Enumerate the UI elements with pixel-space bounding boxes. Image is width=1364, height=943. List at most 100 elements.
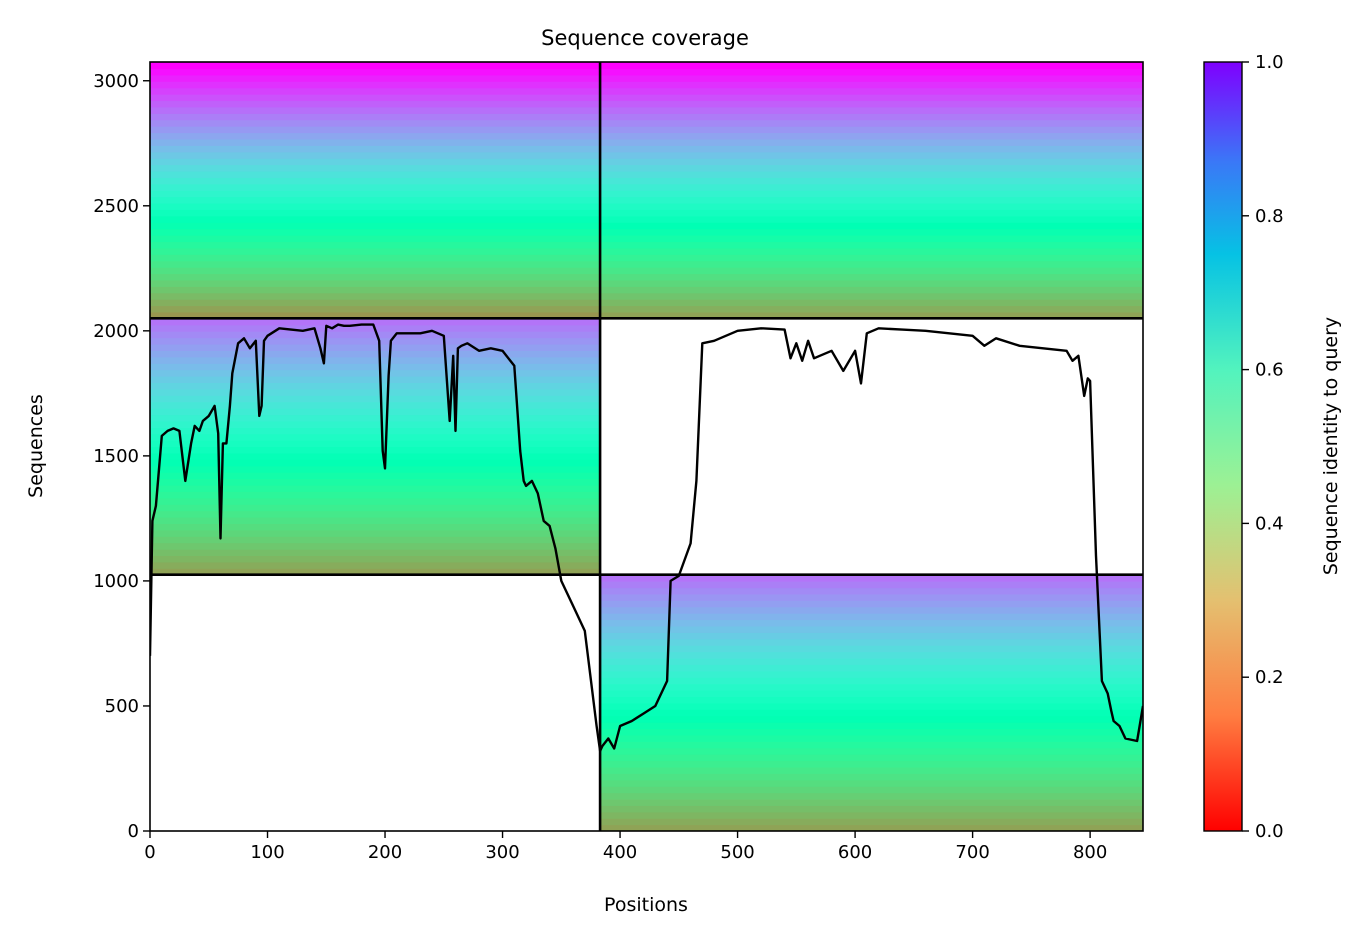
- coverage-band: [600, 81, 1143, 89]
- coverage-band: [150, 254, 601, 262]
- coverage-band: [150, 549, 601, 557]
- coverage-band: [600, 235, 1143, 243]
- y-tick-label: 2000: [93, 321, 139, 342]
- coverage-blocks: [150, 62, 1143, 831]
- colorbar-tick-label: 0.2: [1255, 667, 1284, 688]
- coverage-band: [600, 651, 1143, 659]
- plot-frame: [149, 61, 1144, 832]
- coverage-band: [150, 138, 601, 146]
- coverage-band: [600, 202, 1143, 210]
- coverage-band: [150, 497, 601, 505]
- x-tick-label: 500: [720, 842, 754, 863]
- coverage-band: [150, 465, 601, 473]
- x-axis-ticks: 0 100 200 300 400 500 600 700 800: [144, 831, 1107, 863]
- x-axis-label: Positions: [604, 894, 688, 916]
- coverage-band: [600, 818, 1143, 826]
- coverage-band: [600, 587, 1143, 595]
- coverage-band: [150, 279, 601, 287]
- block-boundaries: [150, 62, 1143, 831]
- coverage-band: [150, 350, 601, 358]
- coverage-band: [600, 151, 1143, 159]
- coverage-band: [150, 113, 601, 121]
- coverage-band: [150, 87, 601, 95]
- coverage-band: [600, 119, 1143, 127]
- coverage-band: [150, 292, 601, 300]
- colorbar-tick-label: 0.8: [1255, 206, 1284, 227]
- coverage-band: [150, 62, 601, 70]
- coverage-band: [600, 773, 1143, 781]
- coverage-band: [150, 343, 601, 351]
- coverage-band: [150, 209, 601, 217]
- coverage-band: [150, 510, 601, 518]
- coverage-band: [600, 311, 1143, 319]
- coverage-band: [600, 106, 1143, 114]
- coverage-band: [600, 267, 1143, 275]
- coverage-band: [150, 235, 601, 243]
- y-tick-label: 3000: [93, 71, 139, 92]
- coverage-band: [600, 664, 1143, 672]
- y-tick-label: 500: [105, 696, 139, 717]
- coverage-band: [600, 260, 1143, 268]
- x-tick-label: 600: [838, 842, 872, 863]
- coverage-band: [150, 81, 601, 89]
- colorbar: [1203, 61, 1243, 832]
- coverage-band: [150, 446, 601, 454]
- x-tick-label: 300: [485, 842, 519, 863]
- coverage-band: [600, 581, 1143, 589]
- coverage-band: [600, 715, 1143, 723]
- coverage-band: [150, 427, 601, 435]
- coverage-band: [600, 786, 1143, 794]
- coverage-band: [150, 529, 601, 537]
- coverage-band: [150, 484, 601, 492]
- coverage-band: [150, 356, 601, 364]
- coverage-band: [150, 523, 601, 531]
- coverage-band: [600, 158, 1143, 166]
- coverage-band: [150, 414, 601, 422]
- coverage-band: [150, 286, 601, 294]
- coverage-band: [150, 568, 601, 576]
- coverage-band: [600, 177, 1143, 185]
- coverage-band: [600, 696, 1143, 704]
- coverage-band: [600, 254, 1143, 262]
- coverage-band: [150, 196, 601, 204]
- coverage-band: [150, 164, 601, 172]
- coverage-band: [600, 683, 1143, 691]
- coverage-band: [150, 94, 601, 102]
- coverage-band: [600, 209, 1143, 217]
- coverage-band: [150, 228, 601, 236]
- coverage-band: [150, 247, 601, 255]
- coverage-band: [600, 657, 1143, 665]
- coverage-band: [150, 536, 601, 544]
- coverage-band: [600, 126, 1143, 134]
- coverage-band: [600, 709, 1143, 717]
- coverage-band: [600, 779, 1143, 787]
- coverage-band: [600, 619, 1143, 627]
- coverage-band: [600, 625, 1143, 633]
- coverage-band: [600, 766, 1143, 774]
- x-tick-label: 100: [250, 842, 284, 863]
- coverage-band: [600, 292, 1143, 300]
- colorbar-tick-label: 0.6: [1255, 360, 1284, 381]
- coverage-band: [150, 190, 601, 198]
- coverage-band: [600, 702, 1143, 710]
- coverage-band: [600, 94, 1143, 102]
- coverage-band: [600, 811, 1143, 819]
- coverage-band: [150, 267, 601, 275]
- y-tick-label: 1000: [93, 571, 139, 592]
- coverage-band: [150, 170, 601, 178]
- colorbar-tick-label: 1.0: [1255, 52, 1284, 73]
- y-axis-label: Sequences: [25, 394, 47, 498]
- coverage-band: [600, 170, 1143, 178]
- coverage-band: [600, 190, 1143, 198]
- coverage-band: [150, 106, 601, 114]
- coverage-band: [150, 388, 601, 396]
- coverage-band: [600, 196, 1143, 204]
- coverage-band: [600, 62, 1143, 70]
- coverage-band: [150, 100, 601, 108]
- coverage-band: [600, 273, 1143, 281]
- coverage-band: [600, 824, 1143, 831]
- coverage-band: [600, 734, 1143, 742]
- coverage-band: [600, 74, 1143, 82]
